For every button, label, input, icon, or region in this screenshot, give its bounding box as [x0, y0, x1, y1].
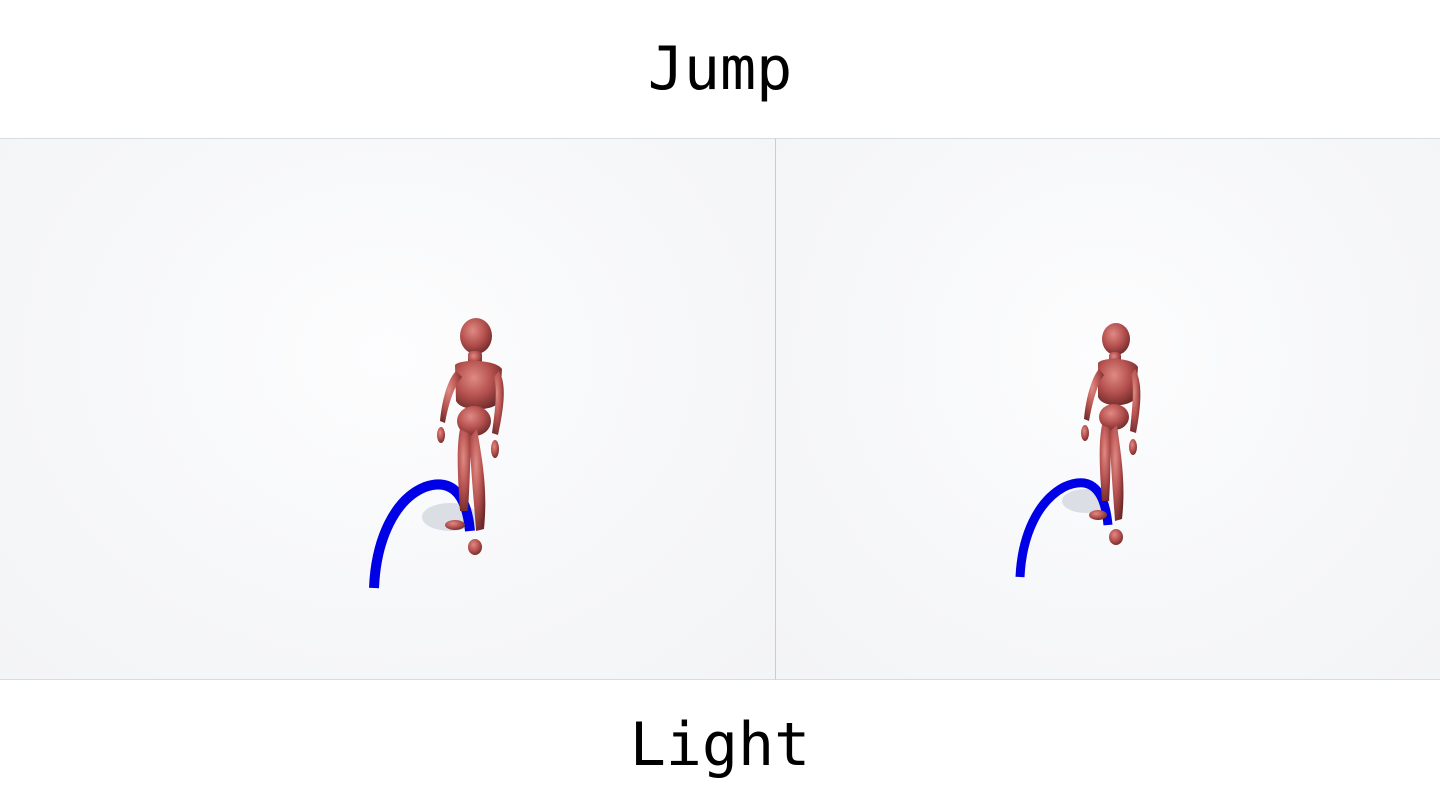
humanoid-figure — [1081, 323, 1141, 545]
right-scene — [1015, 323, 1141, 578]
humanoid-figure — [437, 318, 504, 555]
left-scene — [369, 318, 504, 589]
left-viewport[interactable] — [0, 138, 776, 680]
condition-label: Light — [629, 710, 811, 780]
right-viewport[interactable] — [776, 138, 1440, 680]
jump-arc-trajectory — [1015, 478, 1113, 578]
jump-arc-trajectory — [369, 479, 475, 589]
motion-title: Jump — [647, 34, 793, 104]
